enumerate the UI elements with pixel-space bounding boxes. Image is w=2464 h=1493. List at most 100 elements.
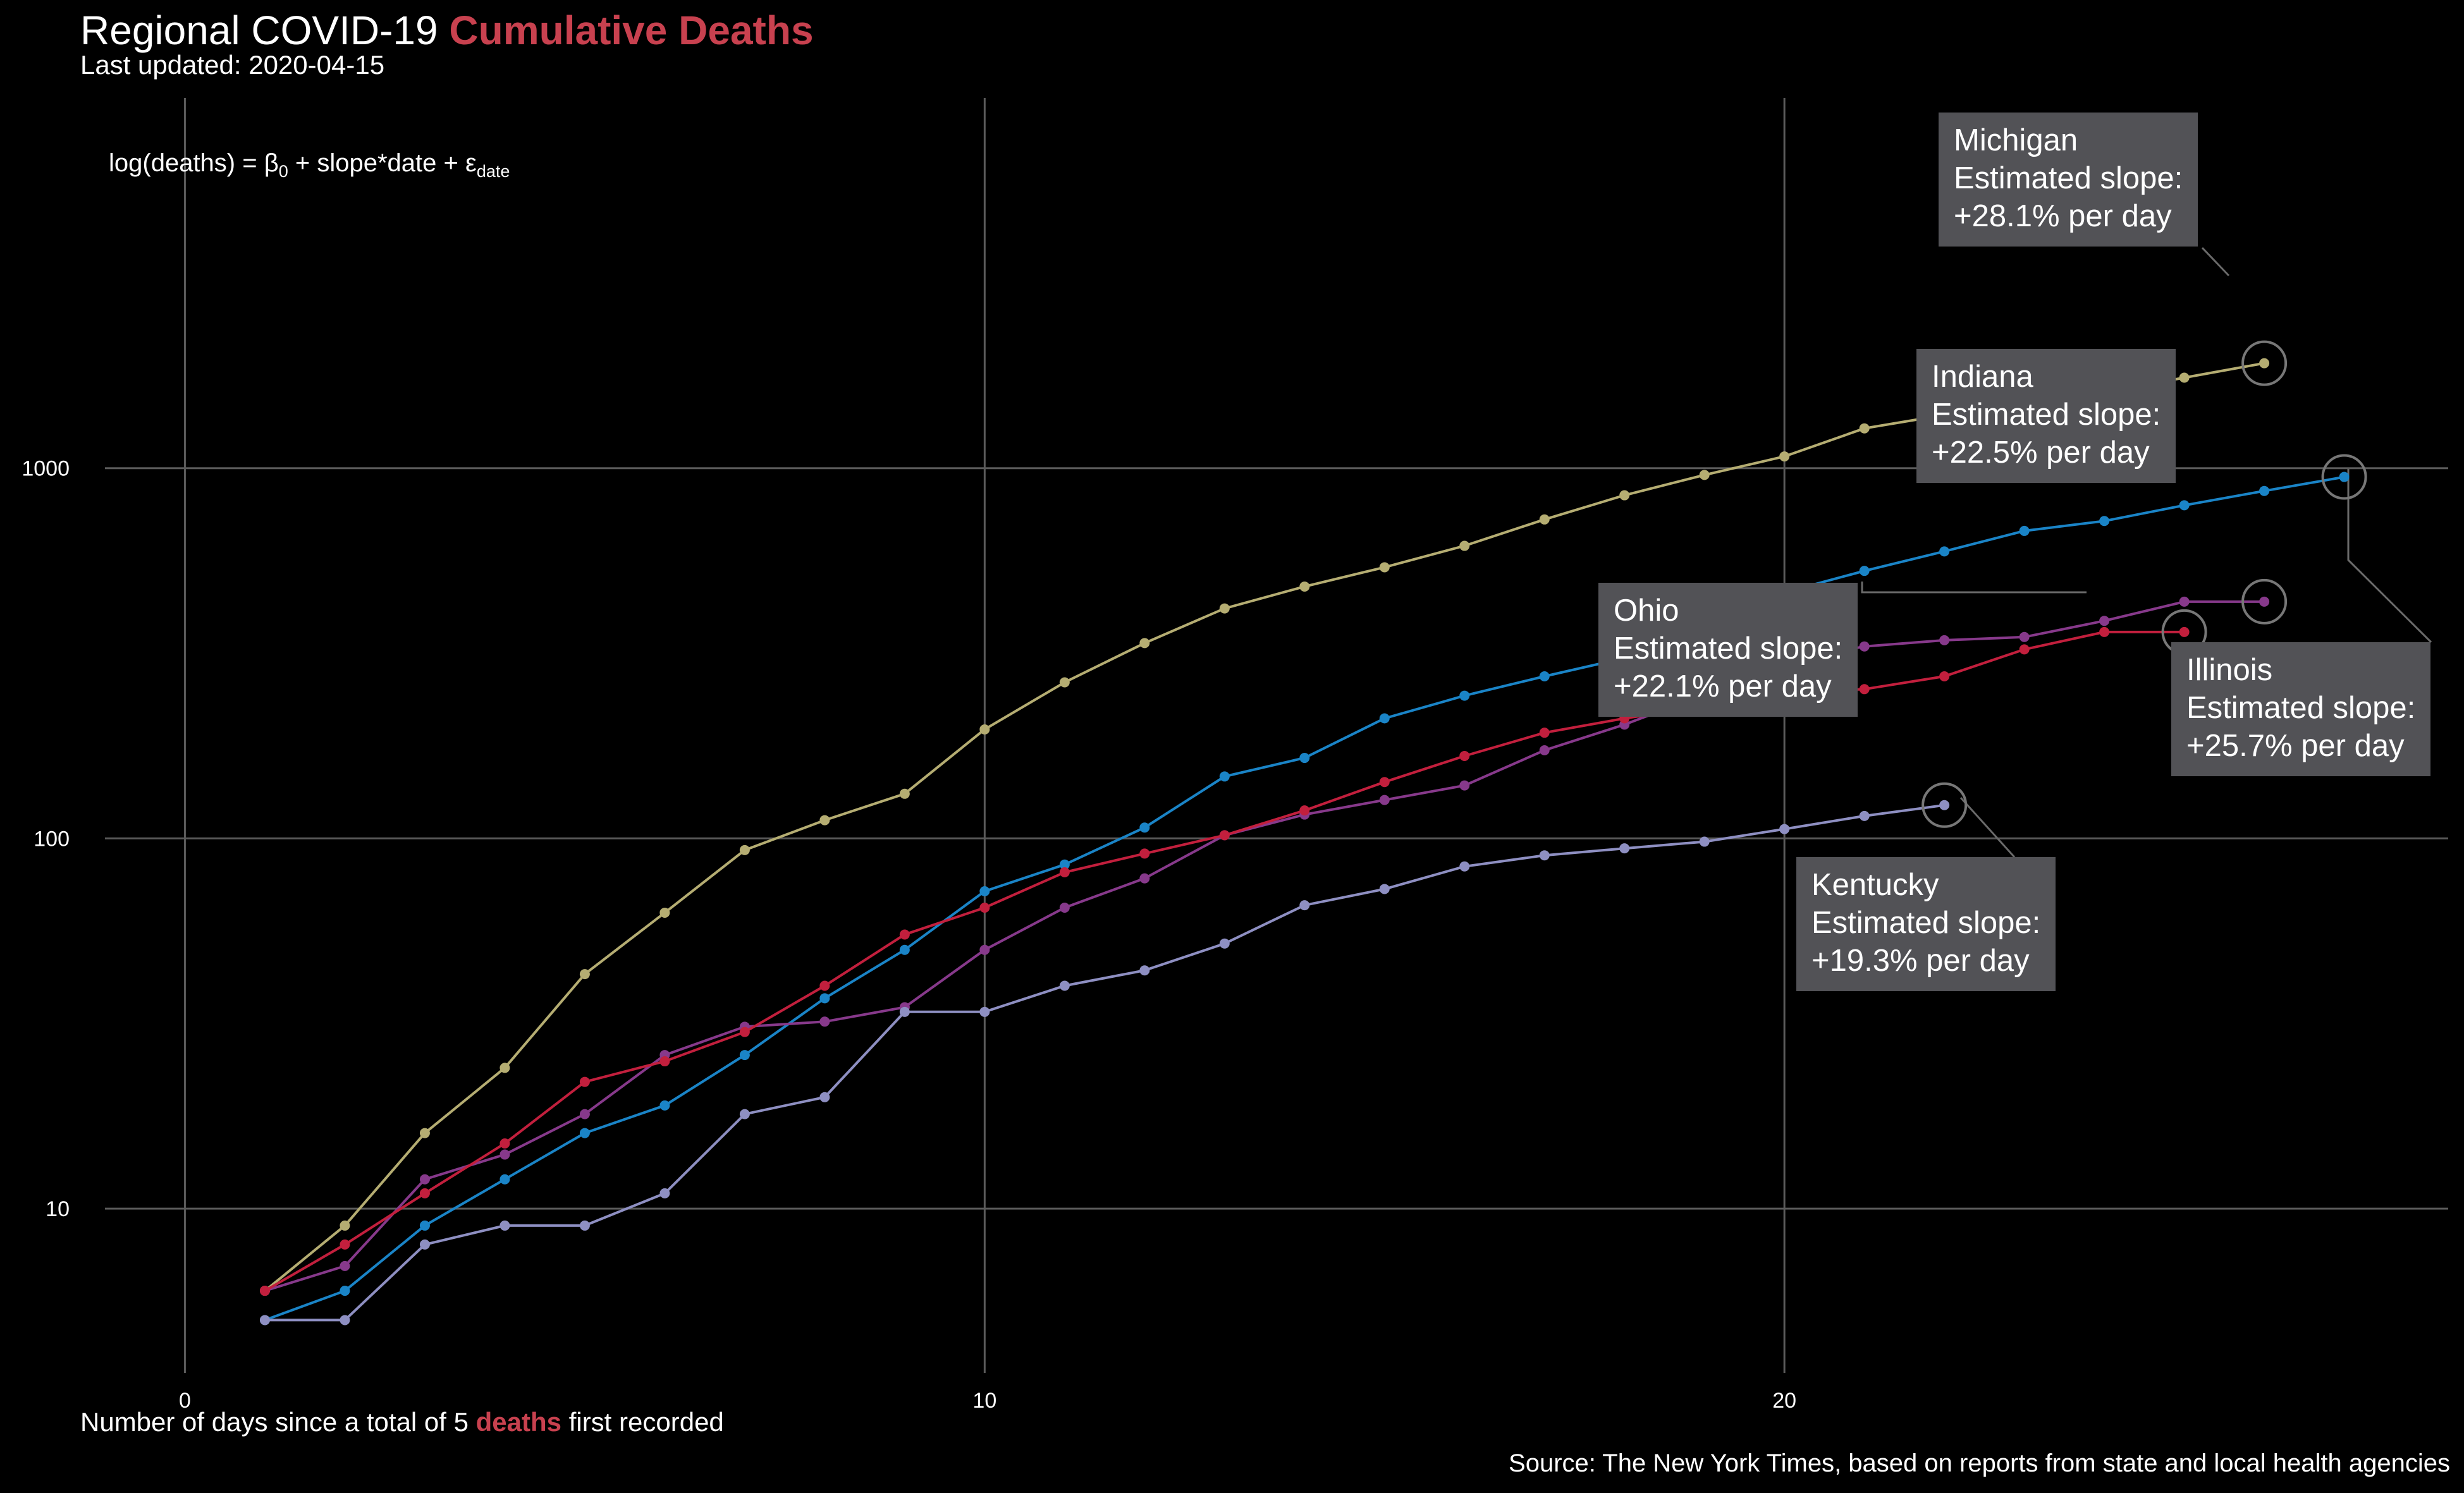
- tick-labels: 0 10 20 10 100 1000: [21, 457, 1796, 1413]
- annotation-kentucky-value: +19.3% per day: [1811, 944, 2030, 978]
- data-point-michigan: [899, 788, 910, 799]
- data-point-illinois: [1139, 822, 1150, 833]
- data-point-ohio: [1459, 750, 1470, 761]
- data-point-illinois: [419, 1220, 430, 1231]
- data-point-indiana: [2259, 596, 2270, 607]
- data-point-indiana: [500, 1149, 510, 1160]
- data-point-indiana: [819, 1016, 830, 1027]
- data-point-ohio: [2099, 626, 2110, 637]
- data-point-illinois: [1219, 771, 1230, 782]
- data-point-michigan: [739, 844, 750, 855]
- data-point-michigan: [2259, 358, 2270, 369]
- annotation-indiana-name: Indiana: [1932, 360, 2033, 394]
- annotation-indiana-value: +22.5% per day: [1932, 436, 2150, 470]
- leader-line-kentucky: [1959, 796, 2016, 858]
- data-point-kentucky: [979, 1006, 990, 1017]
- data-point-ohio: [899, 929, 910, 940]
- data-point-illinois: [1379, 713, 1390, 724]
- data-point-kentucky: [1699, 836, 1710, 847]
- x-axis-label: Number of days since a total of 5 deaths…: [80, 1405, 724, 1440]
- data-point-illinois: [500, 1174, 510, 1185]
- data-point-ohio: [1059, 867, 1070, 878]
- data-point-ohio: [1539, 728, 1550, 738]
- data-point-michigan: [2179, 372, 2190, 383]
- data-point-michigan: [579, 969, 590, 980]
- annotation-kentucky: Kentucky Estimated slope: +19.3% per day: [1796, 857, 2056, 991]
- data-point-indiana: [340, 1260, 350, 1271]
- data-point-kentucky: [340, 1315, 350, 1325]
- data-point-kentucky: [1939, 800, 1950, 810]
- end-highlight-circle-kentucky: [1922, 782, 1968, 828]
- data-point-kentucky: [1139, 965, 1150, 976]
- formula-beta: β: [264, 149, 279, 177]
- x-tick-label: 20: [1772, 1389, 1796, 1413]
- data-point-kentucky: [659, 1188, 670, 1198]
- data-point-illinois: [2339, 472, 2350, 482]
- data-point-indiana: [1379, 795, 1390, 805]
- annotation-illinois-label: Estimated slope:: [2186, 691, 2416, 725]
- data-point-kentucky: [1299, 900, 1310, 911]
- data-point-illinois: [2179, 500, 2190, 511]
- annotation-ohio: Ohio Estimated slope: +22.1% per day: [1598, 583, 1858, 717]
- annotation-kentucky-name: Kentucky: [1811, 868, 1939, 902]
- data-point-indiana: [2179, 596, 2190, 607]
- data-point-illinois: [899, 944, 910, 955]
- data-point-illinois: [979, 886, 990, 896]
- annotation-illinois-name: Illinois: [2186, 653, 2273, 687]
- data-point-kentucky: [1059, 980, 1070, 991]
- annotation-indiana-label: Estimated slope:: [1932, 398, 2161, 432]
- source-caption: Source: The New York Times, based on rep…: [1509, 1449, 2450, 1477]
- data-point-michigan: [1619, 490, 1630, 501]
- annotation-michigan-label: Estimated slope:: [1954, 161, 2183, 195]
- data-point-kentucky: [1619, 843, 1630, 854]
- end-highlight-circle-indiana: [2241, 578, 2288, 625]
- data-point-indiana: [2099, 616, 2110, 626]
- formula-epsilon: ε: [465, 149, 477, 177]
- data-point-illinois: [1859, 566, 1870, 576]
- data-point-michigan: [1139, 638, 1150, 649]
- data-point-ohio: [819, 980, 830, 991]
- data-point-illinois: [1539, 671, 1550, 682]
- data-point-michigan: [1699, 470, 1710, 480]
- data-point-indiana: [2019, 631, 2030, 642]
- data-point-kentucky: [1539, 850, 1550, 861]
- data-point-illinois: [1939, 546, 1950, 557]
- data-point-kentucky: [1379, 884, 1390, 894]
- data-point-indiana: [1539, 745, 1550, 755]
- annotation-leader-lines: [1861, 247, 2432, 858]
- data-point-michigan: [340, 1220, 350, 1231]
- data-point-ohio: [1219, 830, 1230, 841]
- annotation-ohio-label: Estimated slope:: [1614, 631, 1843, 666]
- data-point-indiana: [1139, 873, 1150, 884]
- series-line-indiana: [264, 600, 2265, 1293]
- model-formula: log(deaths) = β0 + slope*date + εdate: [109, 144, 510, 190]
- data-point-kentucky: [899, 1006, 910, 1017]
- data-point-illinois: [340, 1286, 350, 1296]
- data-point-ohio: [2179, 626, 2190, 637]
- data-point-ohio: [659, 1056, 670, 1067]
- data-point-kentucky: [579, 1220, 590, 1231]
- data-point-ohio: [579, 1076, 590, 1087]
- formula-epsilon-sub: date: [476, 162, 510, 181]
- x-tick-label: 10: [972, 1389, 996, 1413]
- data-point-michigan: [659, 907, 670, 918]
- x-axis-label-pre: Number of days since a total of 5: [80, 1407, 476, 1437]
- data-point-ohio: [739, 1027, 750, 1037]
- data-point-illinois: [2019, 525, 2030, 536]
- series-line-kentucky: [265, 803, 1945, 1322]
- data-point-michigan: [979, 724, 990, 734]
- annotation-michigan-name: Michigan: [1954, 123, 2078, 157]
- data-point-illinois: [1459, 690, 1470, 701]
- data-point-kentucky: [419, 1239, 430, 1250]
- formula-lhs: log(deaths) =: [109, 149, 264, 177]
- data-point-illinois: [579, 1128, 590, 1138]
- data-point-illinois: [659, 1100, 670, 1111]
- annotation-ohio-name: Ohio: [1614, 594, 1679, 628]
- data-point-ohio: [1299, 805, 1310, 816]
- data-point-kentucky: [500, 1220, 510, 1231]
- end-highlight-circle-illinois: [2321, 454, 2367, 500]
- data-point-ohio: [259, 1286, 270, 1296]
- chart-subtitle: Last updated: 2020-04-15: [80, 50, 385, 80]
- data-point-indiana: [1459, 780, 1470, 791]
- data-point-illinois: [2099, 516, 2110, 527]
